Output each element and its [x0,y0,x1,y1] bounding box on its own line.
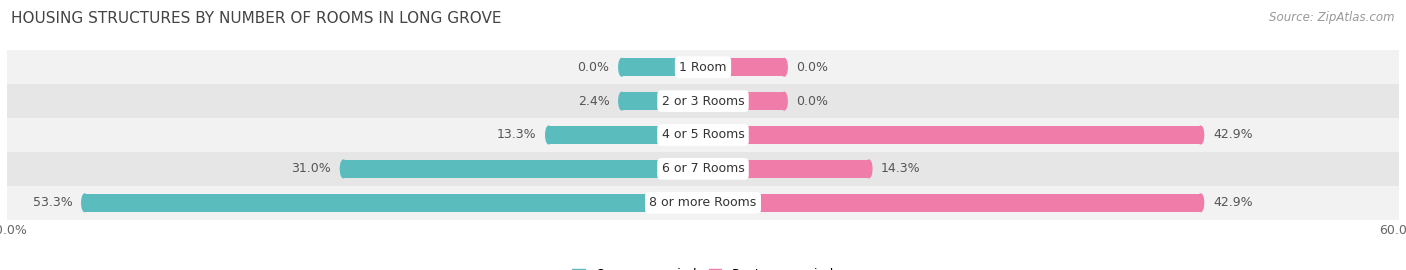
Text: 0.0%: 0.0% [796,94,828,108]
Bar [7,50,1399,84]
Circle shape [340,160,346,178]
Circle shape [546,126,551,144]
Circle shape [1198,194,1204,212]
Bar [548,126,703,144]
Text: 0.0%: 0.0% [796,61,828,74]
Bar [7,118,1399,152]
Circle shape [1198,126,1204,144]
Bar [7,84,1399,118]
Circle shape [619,58,624,76]
Text: 14.3%: 14.3% [882,162,921,176]
Legend: Owner-occupied, Renter-occupied: Owner-occupied, Renter-occupied [572,268,834,270]
Text: 42.9%: 42.9% [1213,129,1253,141]
Text: 42.9%: 42.9% [1213,196,1253,209]
Bar [343,160,703,178]
Bar [703,92,785,110]
Text: 0.0%: 0.0% [578,61,610,74]
Circle shape [619,92,624,110]
Bar [703,160,869,178]
Text: 1 Room: 1 Room [679,61,727,74]
Text: Source: ZipAtlas.com: Source: ZipAtlas.com [1270,11,1395,24]
Bar [703,58,785,76]
Circle shape [782,92,787,110]
Bar [703,194,1201,212]
Text: 2 or 3 Rooms: 2 or 3 Rooms [662,94,744,108]
Text: 4 or 5 Rooms: 4 or 5 Rooms [662,129,744,141]
Text: HOUSING STRUCTURES BY NUMBER OF ROOMS IN LONG GROVE: HOUSING STRUCTURES BY NUMBER OF ROOMS IN… [11,11,502,26]
Text: 53.3%: 53.3% [32,196,73,209]
Circle shape [782,58,787,76]
Bar [703,126,1201,144]
Bar [621,92,703,110]
Text: 31.0%: 31.0% [291,162,332,176]
Bar [621,58,703,76]
Bar [7,186,1399,220]
Circle shape [866,160,872,178]
Text: 8 or more Rooms: 8 or more Rooms [650,196,756,209]
Bar [7,152,1399,186]
Circle shape [82,194,87,212]
Bar [84,194,703,212]
Text: 2.4%: 2.4% [578,94,610,108]
Text: 6 or 7 Rooms: 6 or 7 Rooms [662,162,744,176]
Text: 13.3%: 13.3% [496,129,537,141]
